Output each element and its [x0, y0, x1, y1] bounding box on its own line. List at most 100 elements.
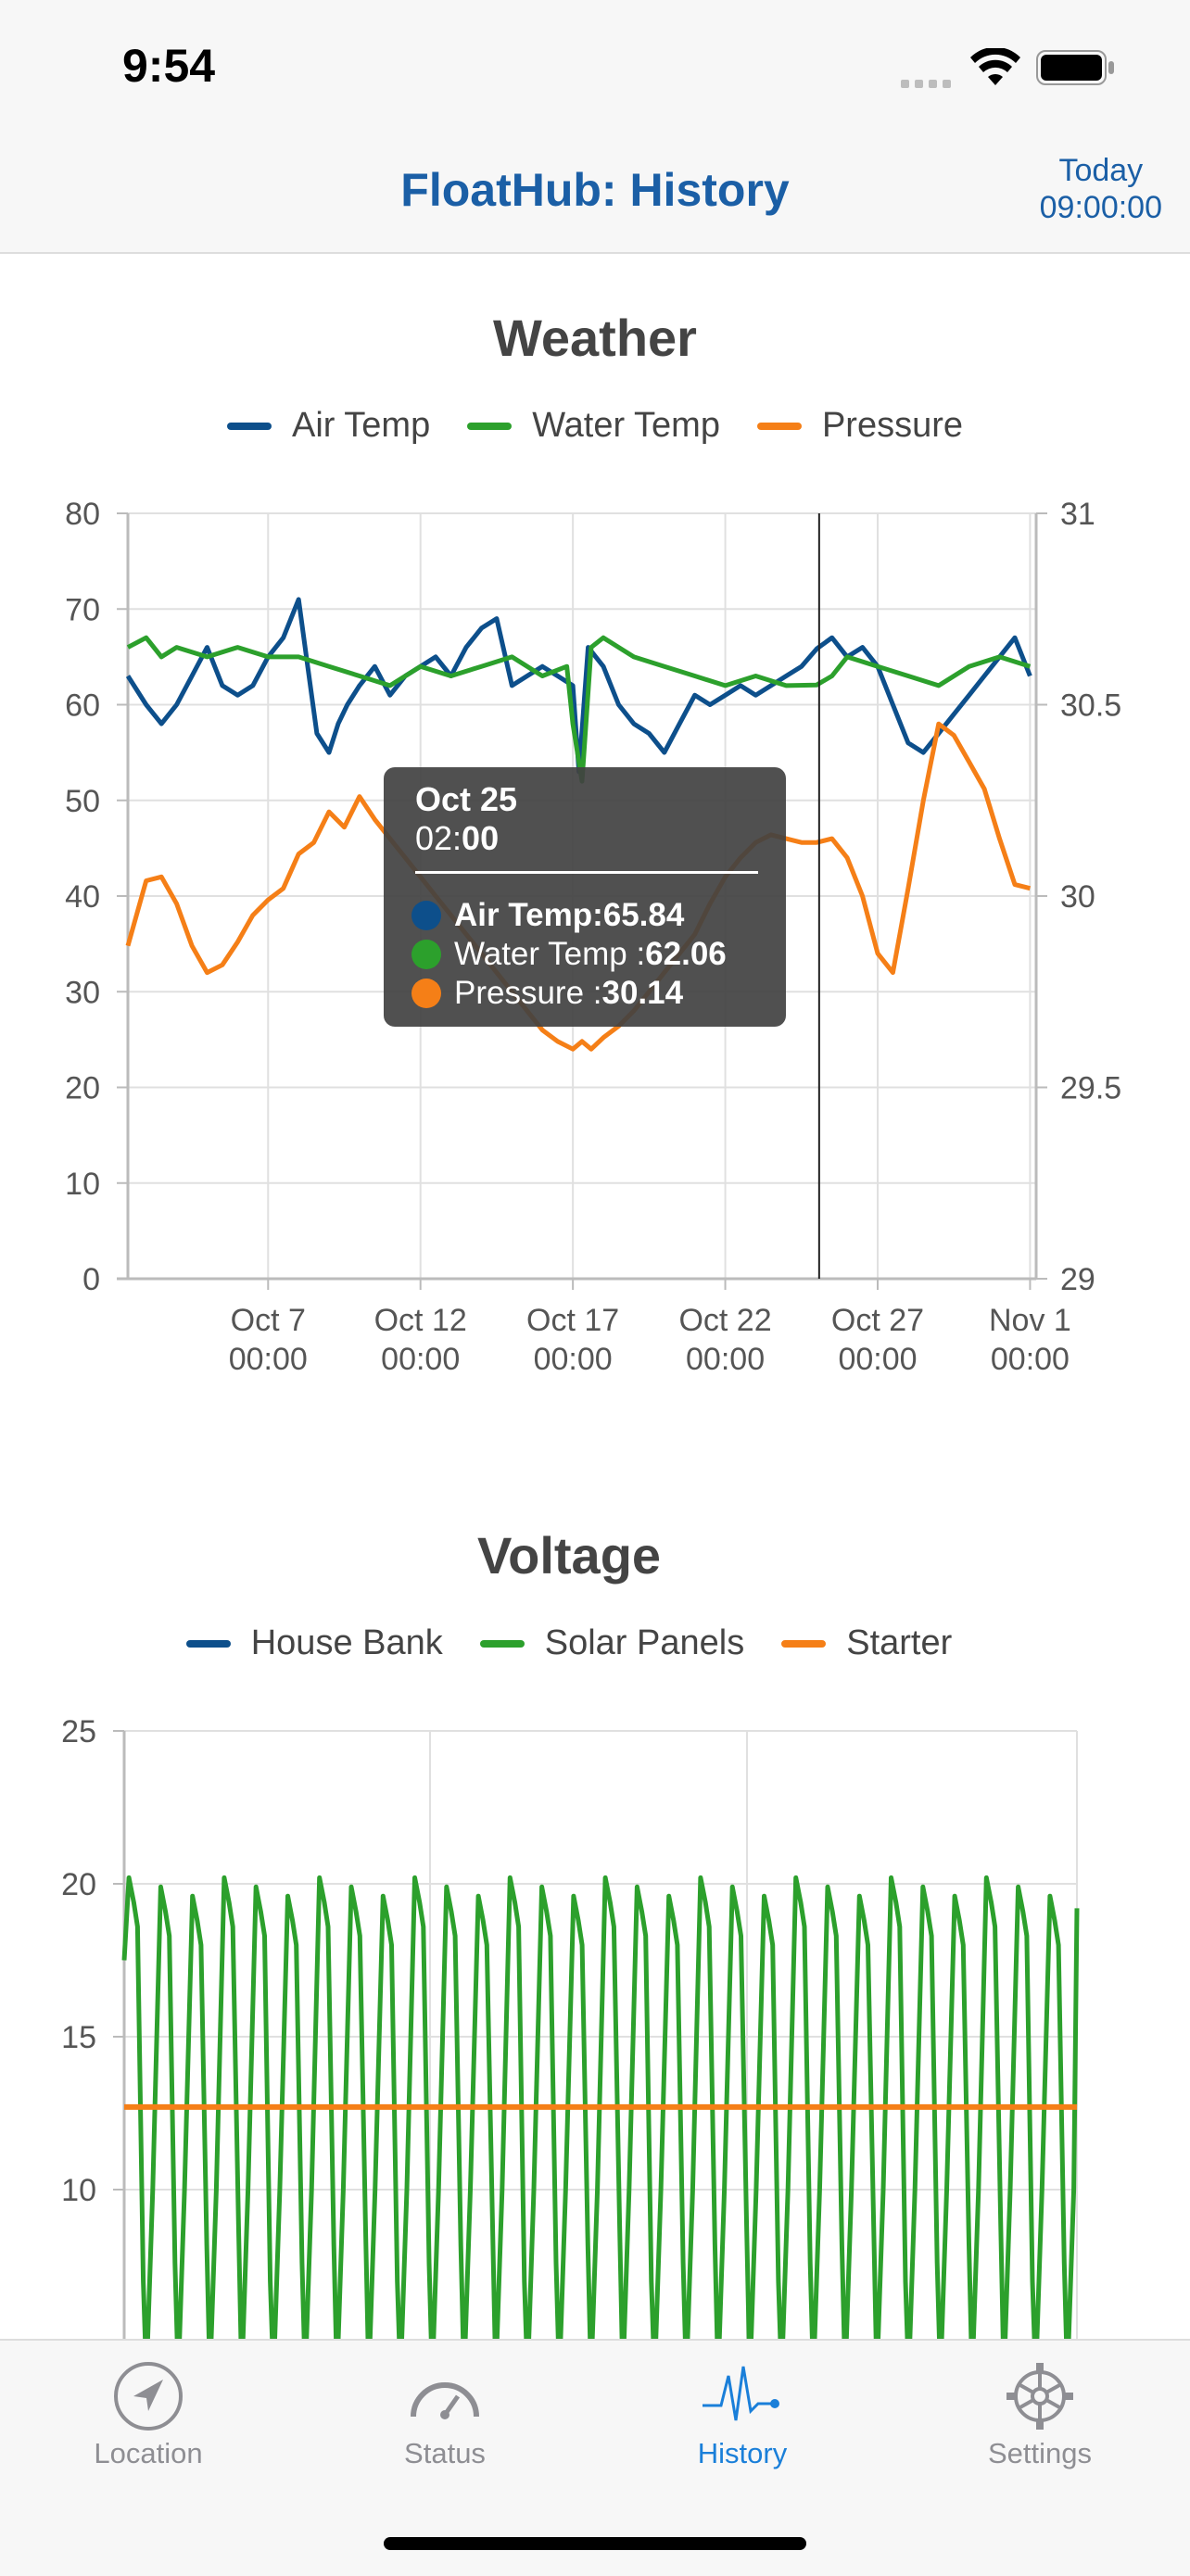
gear-icon — [1006, 2363, 1073, 2430]
legend-house-bank-swatch — [185, 1639, 231, 1648]
weather-x-tick-label: Oct 12 — [374, 1303, 467, 1338]
legend-solar-panels[interactable]: Solar Panels — [479, 1623, 745, 1663]
weather-x-tick-label: Oct 7 — [231, 1303, 306, 1338]
weather-x-tick-label: 00:00 — [838, 1342, 917, 1377]
tooltip-pressure-value: 30.14 — [601, 975, 684, 1011]
voltage-y-tick-label: 10 — [61, 2173, 96, 2208]
weather-y2-tick-label: 30 — [1060, 879, 1095, 915]
date-label: Today — [1058, 153, 1144, 188]
voltage-y-tick-label: 15 — [61, 2020, 96, 2055]
cellular-signal-icon — [901, 76, 956, 93]
voltage-legend: House Bank Solar Panels Starter — [0, 1623, 1138, 1663]
tooltip-time-prefix: 02: — [415, 819, 462, 857]
weather-x-tick-label: Nov 1 — [989, 1303, 1071, 1338]
voltage-y-tick-label: 25 — [61, 1714, 96, 1749]
legend-air-temp[interactable]: Air Temp — [226, 406, 431, 446]
page-title: FloatHub: History — [400, 164, 790, 216]
tooltip-row-pressure: Pressure : 30.14 — [411, 975, 683, 1012]
tab-location[interactable]: Location — [56, 2359, 241, 2470]
weather-y-tick-label: 40 — [65, 879, 100, 915]
tab-bar: Location Status History — [0, 2339, 1190, 2576]
tooltip-water-temp-dot — [411, 940, 441, 969]
tooltip-time-suffix: 00 — [462, 819, 500, 857]
series-line-pressure — [125, 721, 1032, 1052]
weather-legend: Air Temp Water Temp Pressure — [0, 406, 1190, 446]
tab-settings-label: Settings — [987, 2437, 1092, 2469]
weather-x-tick-label: Oct 22 — [678, 1303, 771, 1338]
legend-pressure-label: Pressure — [821, 406, 964, 445]
weather-y-tick-label: 50 — [65, 784, 100, 819]
tooltip-divider — [415, 871, 758, 874]
status-bar: 9:54 — [0, 0, 1190, 130]
tab-location-label: Location — [94, 2437, 203, 2469]
tab-history[interactable]: History — [650, 2359, 835, 2470]
voltage-chart-title: Voltage — [476, 1526, 662, 1585]
status-time: 9:54 — [122, 40, 216, 92]
legend-house-bank[interactable]: House Bank — [185, 1623, 443, 1663]
weather-y2-tick-label: 31 — [1060, 497, 1095, 532]
location-arrow-icon — [114, 2362, 183, 2431]
weather-y-tick-label: 30 — [65, 975, 100, 1010]
tooltip-date: Oct 25 — [415, 780, 518, 818]
legend-pressure-swatch — [756, 422, 802, 430]
tab-status-label: Status — [404, 2437, 486, 2469]
weather-x-tick-label: Oct 27 — [831, 1303, 924, 1338]
tooltip-pressure-label: Pressure : — [454, 975, 602, 1011]
legend-water-temp[interactable]: Water Temp — [467, 406, 720, 446]
weather-y-tick-label: 0 — [82, 1262, 100, 1297]
weather-chart-title: Weather — [493, 309, 697, 367]
weather-y2-tick-label: 29.5 — [1060, 1071, 1121, 1106]
weather-y-tick-label: 10 — [65, 1167, 100, 1202]
tooltip-air-temp-label: Air Temp: — [454, 897, 603, 933]
wifi-icon — [970, 48, 1020, 85]
legend-water-temp-label: Water Temp — [532, 406, 720, 445]
weather-y2-tick-label: 29 — [1060, 1262, 1095, 1297]
weather-y-tick-label: 60 — [65, 688, 100, 724]
weather-y-tick-label: 20 — [65, 1071, 100, 1106]
tooltip-water-temp-label: Water Temp : — [454, 936, 646, 972]
battery-icon — [1036, 50, 1114, 85]
tooltip-water-temp-value: 62.06 — [645, 936, 727, 972]
weather-chart[interactable]: 0 10 20 30 40 50 60 70 80 29 29.5 30 30.5 31 Oct 7 00:0… — [0, 463, 1190, 1390]
weather-tooltip: Oct 25 02:00 Air Temp: 65.84 Water Temp … — [384, 767, 786, 1027]
time-label: 09:00:00 — [1039, 190, 1162, 225]
tab-status[interactable]: Status — [352, 2359, 538, 2470]
weather-x-tick-label: 00:00 — [991, 1342, 1070, 1377]
voltage-chart[interactable]: 10 15 20 25 — [0, 1673, 1190, 2341]
legend-air-temp-swatch — [226, 422, 272, 430]
legend-pressure[interactable]: Pressure — [756, 406, 964, 446]
gauge-icon — [411, 2382, 479, 2419]
tooltip-air-temp-dot — [411, 901, 441, 930]
series-line-water-temp — [126, 635, 1032, 784]
tooltip-air-temp-value: 65.84 — [602, 897, 685, 933]
tooltip-pressure-dot — [411, 979, 441, 1008]
weather-y-tick-label: 80 — [65, 497, 100, 532]
series-line-air-temp — [125, 597, 1032, 775]
legend-water-temp-swatch — [467, 422, 513, 430]
legend-starter-swatch — [781, 1639, 827, 1648]
weather-x-tick-label: 00:00 — [381, 1342, 460, 1377]
legend-starter[interactable]: Starter — [781, 1623, 952, 1663]
tab-history-label: History — [697, 2437, 788, 2469]
tooltip-row-air-temp: Air Temp: 65.84 — [411, 897, 684, 934]
weather-x-tick-label: 00:00 — [686, 1342, 765, 1377]
weather-y2-tick-label: 30.5 — [1060, 688, 1121, 724]
navigation-bar: FloatHub: History Today 09:00:00 — [0, 130, 1190, 254]
weather-y-tick-label: 70 — [65, 592, 100, 627]
weather-x-tick-label: 00:00 — [534, 1342, 613, 1377]
series-line-solar-panels — [121, 1875, 1080, 2341]
legend-house-bank-label: House Bank — [250, 1623, 443, 1662]
tooltip-row-water-temp: Water Temp : 62.06 — [411, 936, 727, 973]
pulse-icon — [703, 2366, 779, 2421]
legend-air-temp-label: Air Temp — [291, 406, 431, 445]
legend-solar-panels-swatch — [479, 1639, 525, 1648]
date-time-button[interactable]: Today 09:00:00 — [1040, 152, 1162, 226]
tooltip-time: 02:00 — [415, 819, 499, 858]
weather-x-tick-label: 00:00 — [229, 1342, 308, 1377]
weather-x-tick-label: Oct 17 — [526, 1303, 619, 1338]
legend-solar-panels-label: Solar Panels — [544, 1623, 745, 1662]
voltage-y-tick-label: 20 — [61, 1867, 96, 1902]
tab-settings[interactable]: Settings — [947, 2359, 1133, 2470]
legend-starter-label: Starter — [846, 1623, 953, 1662]
home-indicator — [384, 2537, 806, 2550]
